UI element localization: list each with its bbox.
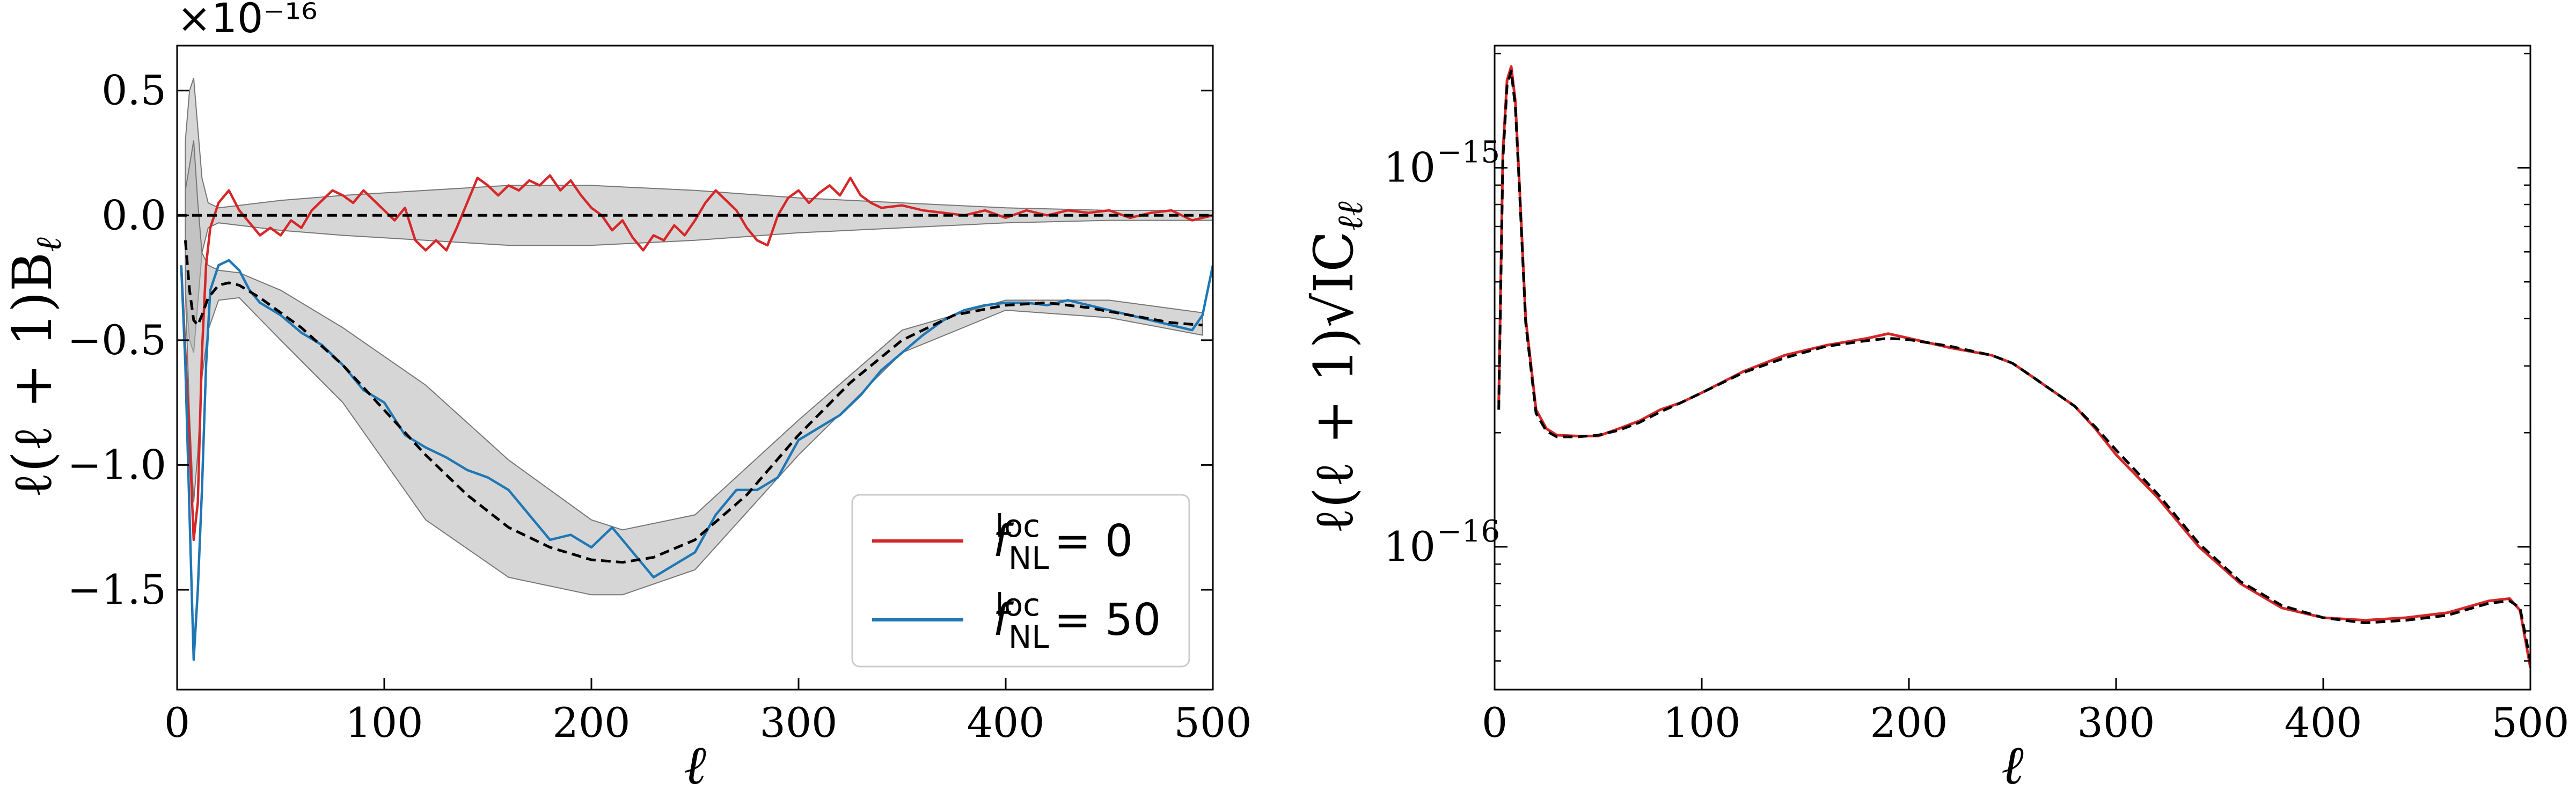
x-tick-label: 300 xyxy=(2077,699,2155,747)
x-tick-label: 500 xyxy=(2491,699,2569,747)
x-axis-label: ℓ xyxy=(684,734,706,796)
x-tick-label: 300 xyxy=(759,699,837,747)
y-axis-label: ℓ(ℓ + 1)Bℓ xyxy=(1,237,69,498)
y-axis-label-group: ℓ(ℓ + 1)Bℓ xyxy=(1,237,69,498)
y-tick-label: 0.5 xyxy=(101,67,166,114)
x-axis-label-right: ℓ xyxy=(2001,734,2024,796)
plot-frame-left xyxy=(176,45,1214,691)
x-tick-label: 100 xyxy=(345,699,423,747)
legend-box xyxy=(851,494,1190,668)
x-tick-label: 100 xyxy=(1663,699,1740,747)
y-tick-label-exp: −16 xyxy=(1437,514,1500,549)
y-offset-label: ×10⁻¹⁶ xyxy=(177,0,317,42)
y-tick-label: 10 xyxy=(1384,144,1436,192)
x-tick-label: 0 xyxy=(1482,699,1507,747)
series-line-3 xyxy=(184,240,1203,564)
y-tick-label: 0.0 xyxy=(101,191,166,239)
series-line-0 xyxy=(180,174,1213,541)
legend: fNLloc = 0 fNLloc = 50 xyxy=(851,494,1190,668)
data-lines xyxy=(177,174,1213,661)
y-tick-label-exp: −15 xyxy=(1437,135,1500,170)
x-tick-label: 0 xyxy=(164,699,190,747)
x-tick-label: 400 xyxy=(967,699,1044,747)
data-lines-right xyxy=(1497,65,2530,668)
x-tick-label: 400 xyxy=(2284,699,2362,747)
legend-label-fnl0: fNLloc = 0 xyxy=(993,508,1133,576)
legend-label-fnl50: fNLloc = 50 xyxy=(993,587,1161,655)
chart-bispectrum: 0 100 200 300 400 500 −1.5 −1.0 −0.5 0.0 0.5 ×10⁻¹… xyxy=(1,0,1252,796)
band-1 xyxy=(185,140,1203,596)
x-tick-label: 200 xyxy=(1870,699,1948,747)
y-axis-label-right: ℓ(ℓ + 1)√ICℓℓ xyxy=(1302,201,1371,534)
x-tick-label: 500 xyxy=(1174,699,1252,747)
y-tick-label: −0.5 xyxy=(67,316,166,364)
y-axis-label-right-group: ℓ(ℓ + 1)√ICℓℓ xyxy=(1302,201,1371,534)
x-tick-label: 200 xyxy=(552,699,630,747)
series-line-right-1 xyxy=(1497,69,2530,661)
plot-frame-right xyxy=(1494,45,2531,691)
y-tick-label: −1.5 xyxy=(67,566,166,613)
y-tick-label: −1.0 xyxy=(67,441,166,488)
y-tick-label: 10 xyxy=(1384,523,1436,570)
axis-ticks: 0 100 200 300 400 500 −1.5 −1.0 −0.5 0.0 0.5 xyxy=(67,67,1252,747)
